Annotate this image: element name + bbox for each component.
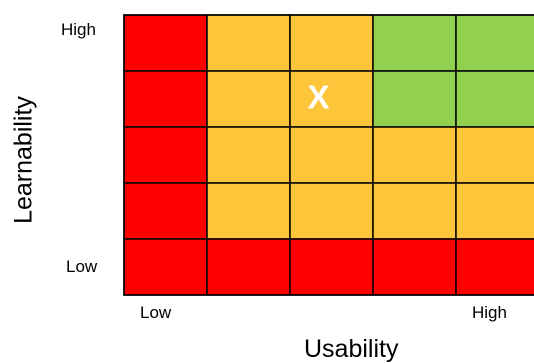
heatmap-cell-r1-c2: [289, 70, 374, 128]
heatmap-cell-r0-c3: [372, 14, 457, 72]
heatmap-cell-r1-c0: [123, 70, 208, 128]
heatmap-cell-r2-c1: [206, 126, 291, 184]
heatmap-cell-r3-c1: [206, 182, 291, 240]
heatmap-cell-r3-c4: [455, 182, 534, 240]
heatmap-cell-r3-c3: [372, 182, 457, 240]
heatmap-border: [123, 14, 534, 296]
x-tick-label-high: High: [472, 303, 507, 322]
heatmap-cell-r1-c1: [206, 70, 291, 128]
y-tick-label-high: High: [61, 20, 96, 39]
heatmap-cell-r4-c1: [206, 238, 291, 296]
heatmap-cell-r4-c0: [123, 238, 208, 296]
heatmap-cell-r2-c0: [123, 126, 208, 184]
heatmap-cell-r1-c3: [372, 70, 457, 128]
heatmap-cell-r2-c4: [455, 126, 534, 184]
heatmap-cell-r0-c2: [289, 14, 374, 72]
x-tick-label-low: Low: [140, 303, 172, 322]
y-axis-title: Learnability: [9, 96, 38, 224]
heatmap-cell-r3-c0: [123, 182, 208, 240]
heatmap-cell-r1-c4: [455, 70, 534, 128]
heatmap-cell-r0-c0: [123, 14, 208, 72]
y-tick-label-low: Low: [66, 257, 98, 276]
heatmap-cell-r4-c4: [455, 238, 534, 296]
heatmap-cell-r2-c3: [372, 126, 457, 184]
heatmap-cell-r0-c4: [455, 14, 534, 72]
heatmap-cell-r0-c1: [206, 14, 291, 72]
marker-x: X: [307, 79, 329, 116]
heatmap-cell-r2-c2: [289, 126, 374, 184]
heatmap-cell-r4-c3: [372, 238, 457, 296]
heatmap-cell-r3-c2: [289, 182, 374, 240]
heatmap-cell-r4-c2: [289, 238, 374, 296]
x-axis-title: Usability: [304, 335, 399, 363]
